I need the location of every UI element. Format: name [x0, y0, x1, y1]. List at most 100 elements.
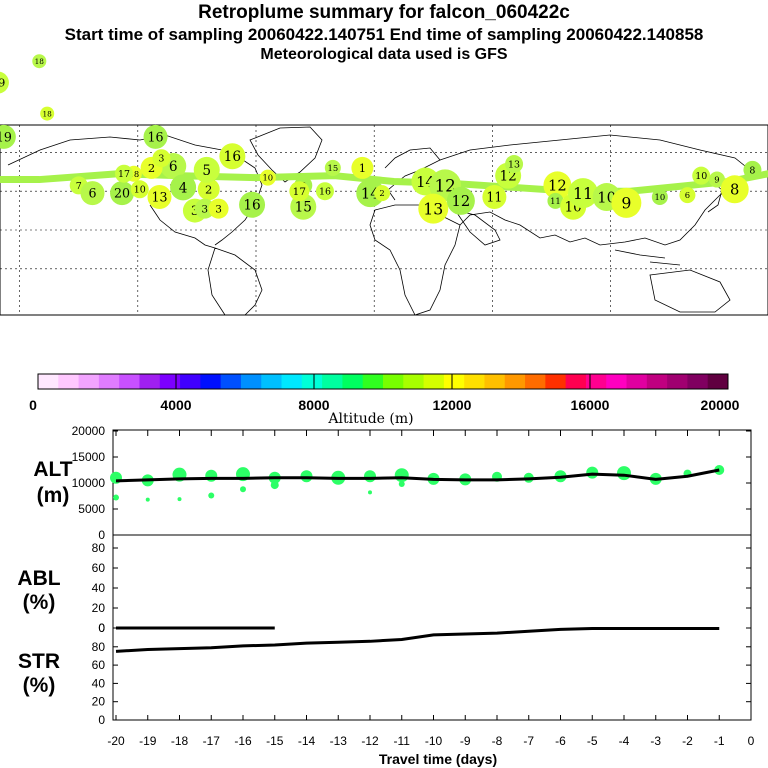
colorbar-swatch	[78, 374, 100, 389]
colorbar-swatch	[322, 374, 343, 389]
alt-marker	[113, 494, 119, 501]
day-marker-dot	[611, 187, 642, 218]
abl-label-2: (%)	[23, 591, 56, 614]
day-marker-label: 1	[359, 161, 366, 175]
x-tick-label: -20	[107, 734, 125, 748]
colorbar-swatch	[180, 374, 201, 389]
x-tick-label: -10	[425, 734, 443, 748]
day-marker-dot	[720, 175, 749, 204]
day-marker-label: 3	[191, 203, 199, 218]
day-marker-dot	[743, 160, 762, 179]
colorbar-tick-label: 8000	[298, 397, 329, 413]
alt-marker	[364, 470, 376, 483]
day-marker-dot	[289, 181, 310, 202]
x-tick-label: -14	[298, 734, 316, 748]
colorbar-swatch	[423, 374, 445, 389]
day-marker-dot	[110, 181, 135, 206]
x-tick-label: -1	[714, 734, 725, 748]
alt-tick-label: 15000	[72, 450, 106, 464]
alt-tick-label: 5000	[78, 502, 105, 516]
day-marker-label: 8	[749, 165, 755, 176]
day-marker-dot	[259, 169, 276, 186]
day-marker-label: 16	[148, 129, 164, 144]
colorbar-frame	[37, 373, 729, 390]
day-marker-dot	[32, 54, 47, 69]
day-marker-label: 11	[550, 196, 561, 206]
alt-marker	[240, 486, 246, 493]
day-marker-dot	[351, 156, 374, 179]
day-marker-dot	[568, 178, 599, 209]
day-marker-label: 3	[215, 203, 222, 215]
panel-ticks: 050001000015000200000204060800204060800-…	[72, 424, 755, 748]
day-marker-dot	[147, 185, 172, 210]
alt-marker	[368, 490, 372, 495]
colorbar-swatch	[342, 374, 364, 389]
panels-frame	[112, 429, 752, 721]
colorbar-swatch	[464, 374, 485, 389]
alt-label-1: ALT	[33, 458, 72, 481]
colorbar-swatch	[525, 374, 546, 389]
day-marker-dot	[692, 166, 711, 185]
day-marker-dot	[115, 164, 134, 183]
chart-title: Retroplume summary for falcon_060422c	[198, 2, 570, 23]
day-marker-label: 16	[224, 149, 241, 165]
abl-label-1: ABL	[17, 567, 60, 590]
colorbar-swatch	[281, 374, 303, 389]
asia-coast	[439, 134, 751, 246]
alt-label-2: (m)	[37, 484, 70, 507]
alt-marker	[177, 497, 182, 502]
str-tick-label: 0	[98, 713, 105, 727]
europe-coast	[384, 147, 441, 201]
day-marker-label: 19	[0, 129, 12, 144]
day-marker-label: 9	[714, 175, 719, 185]
day-marker-label: 5	[202, 163, 211, 179]
day-marker-label: 6	[685, 190, 690, 200]
x-tick-label: -18	[171, 734, 189, 748]
x-tick-label: -8	[492, 734, 503, 748]
colorbar-swatch	[646, 374, 668, 389]
day-marker-label: 6	[169, 159, 178, 175]
day-marker-dot	[356, 179, 385, 208]
day-marker-dot	[194, 198, 215, 219]
day-marker-label: 8	[730, 182, 739, 199]
x-tick-label: -17	[203, 734, 221, 748]
day-marker-label: 17	[293, 186, 306, 198]
str-top-tick-label: 0	[98, 621, 105, 635]
day-marker-dot	[130, 180, 149, 199]
day-marker-label: 2	[205, 182, 212, 196]
colorbar-swatch	[220, 374, 242, 389]
trajectory-map: 8720191876182010176134233316165151081716…	[0, 54, 768, 316]
day-marker-dot	[152, 149, 171, 168]
colorbar-swatch	[383, 374, 404, 389]
central-america-coast	[149, 204, 216, 249]
day-marker-label: 4	[179, 180, 188, 196]
x-tick-label: -6	[555, 734, 566, 748]
alt-marker	[205, 469, 218, 482]
day-marker-label: 20	[114, 186, 130, 201]
day-marker-label: 3	[158, 154, 164, 165]
day-marker-label: 13	[151, 190, 167, 205]
colorbar-tick-label: 20000	[701, 397, 740, 413]
x-tick-label: -5	[587, 734, 598, 748]
x-tick-label: -9	[460, 734, 471, 748]
x-tick-label: -3	[650, 734, 661, 748]
colorbar-swatch	[443, 374, 465, 389]
day-marker-label: 10	[597, 189, 616, 206]
colorbar-swatch	[139, 374, 161, 389]
alt-marker	[270, 481, 279, 490]
greenland-coast	[249, 126, 323, 183]
day-marker-label: 15	[295, 200, 312, 216]
alt-tick-label: 0	[98, 528, 105, 542]
colorbar-swatch	[38, 374, 59, 389]
day-marker-dot	[197, 178, 220, 201]
day-marker-dot	[143, 124, 168, 149]
x-tick-label: -15	[266, 734, 284, 748]
str-tick-label: 20	[92, 695, 106, 709]
day-marker-label: 2	[148, 161, 155, 175]
alt-marker	[145, 497, 150, 502]
colorbar-swatch	[504, 374, 526, 389]
sampling-time-line: Start time of sampling 20060422.140751 E…	[64, 25, 704, 44]
abl-tick-label: 60	[92, 561, 106, 575]
x-tick-label: -4	[619, 734, 630, 748]
day-marker-label: 16	[243, 198, 260, 214]
